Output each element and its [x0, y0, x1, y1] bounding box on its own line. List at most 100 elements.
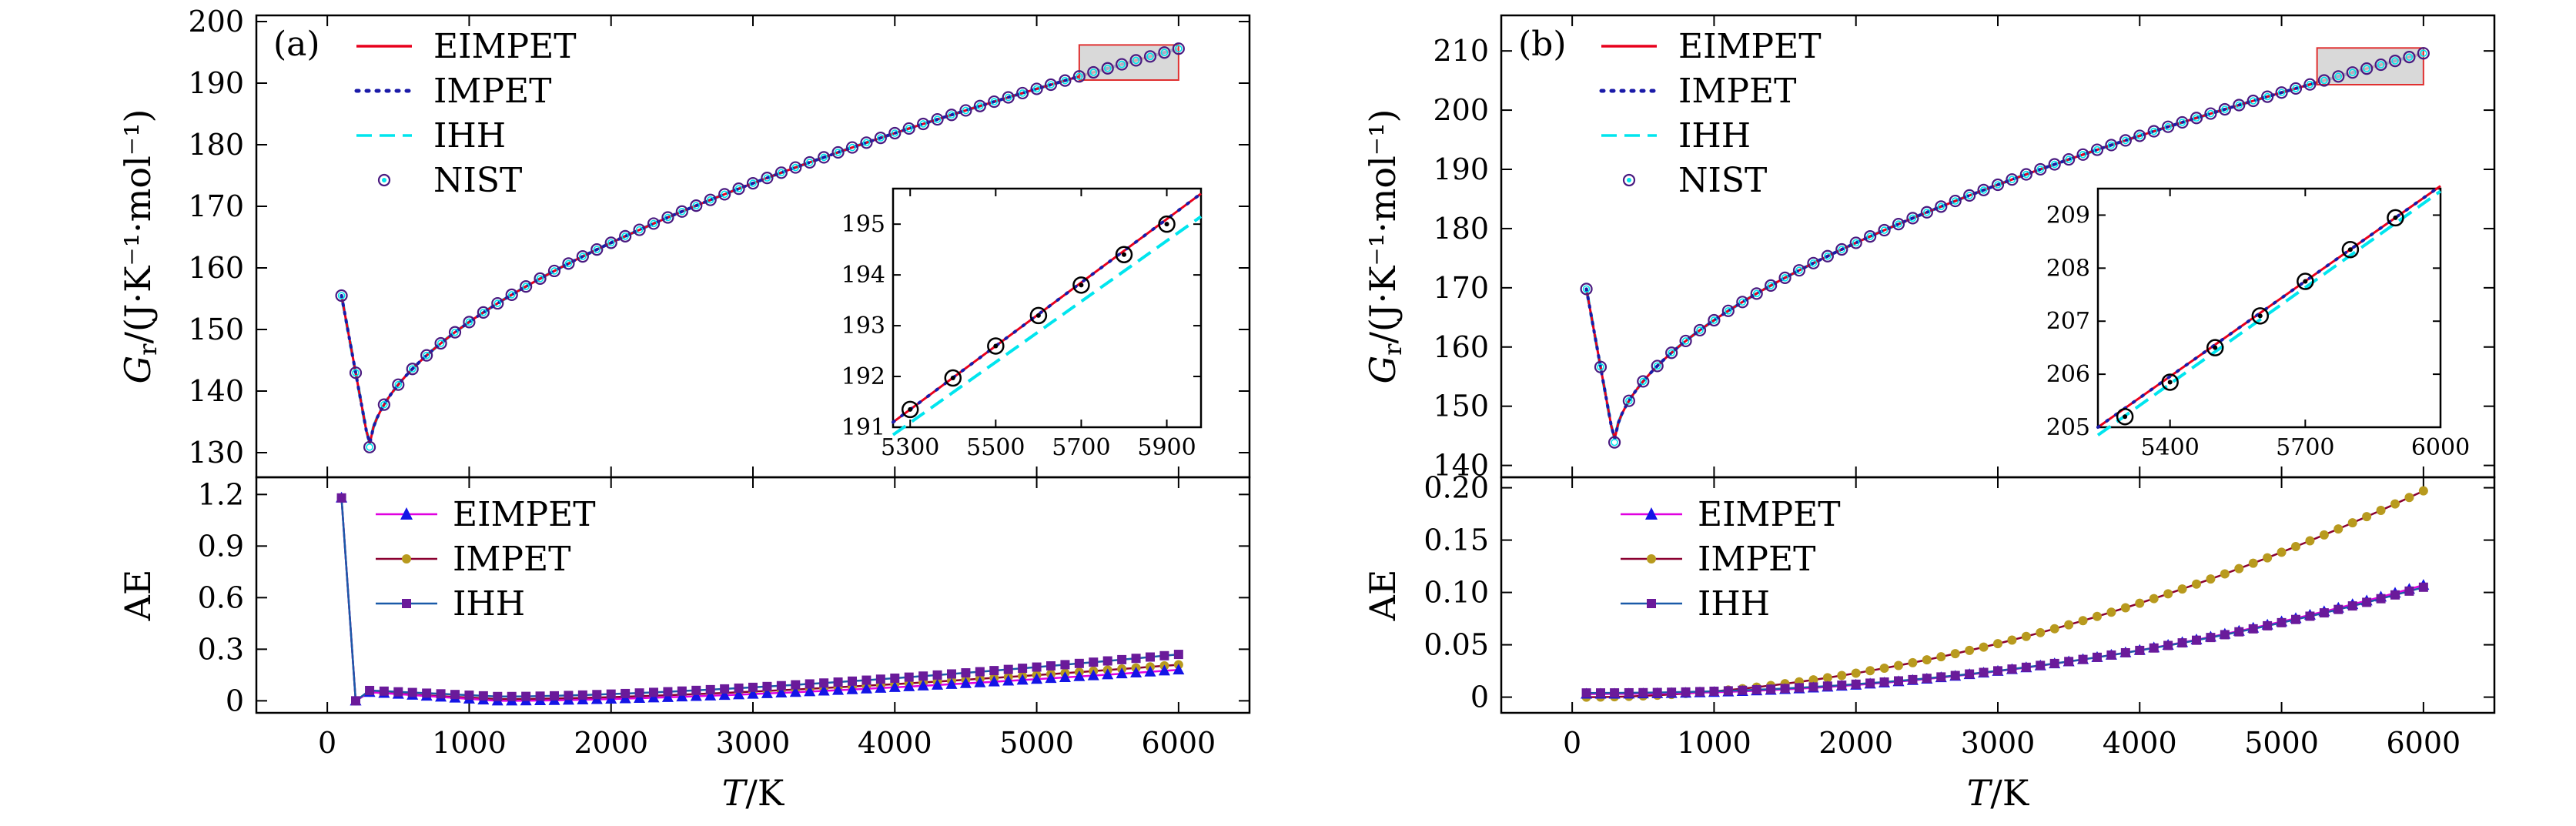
ae-point-impet [2263, 553, 2273, 563]
ae-point-ihh [1936, 672, 1946, 682]
nist-point [1594, 360, 1607, 373]
ae-point-ihh [1979, 667, 1989, 677]
nist-point [1963, 189, 1976, 202]
nist-point [2147, 125, 2160, 138]
legend-label-impet: IMPET [433, 72, 552, 111]
ae-point-impet [1894, 660, 1903, 670]
nist-point-inner [706, 196, 714, 204]
nist-point-inner [2008, 176, 2016, 184]
nist-point-inner [408, 365, 417, 373]
ae-point-eimpet [761, 687, 773, 698]
nist-point [2403, 51, 2416, 64]
ae-point-impet [2277, 547, 2287, 557]
nist-point [774, 166, 788, 179]
ae-point-impet [1837, 670, 1847, 681]
ae-point-impet [2362, 512, 2372, 522]
nist-point [633, 223, 646, 236]
ae-point-impet [1950, 649, 1960, 659]
nist-point [1750, 287, 1763, 300]
ae-point-impet [2049, 624, 2059, 634]
nist-point [789, 161, 802, 174]
nist-point-inner [2334, 72, 2343, 81]
ae-point-ihh [1837, 681, 1847, 691]
ae-point-ihh [1965, 669, 1975, 679]
ae-point-eimpet [988, 675, 1000, 687]
y-tick-label: 1.2 [198, 477, 244, 511]
ae-point-ihh [1032, 662, 1042, 672]
nist-point [2233, 99, 2246, 112]
nist-point [902, 122, 915, 135]
nist-point [2105, 139, 2118, 152]
nist-point-inner [1625, 396, 1633, 405]
nist-point [1765, 279, 1778, 292]
ae-point-eimpet [1045, 672, 1057, 684]
y-axis-label-top: Gr/(J·K⁻¹·mol⁻¹) [117, 109, 162, 384]
nist-point [576, 250, 589, 263]
nist-point [803, 156, 816, 169]
ae-point-ihh [592, 690, 602, 700]
ae-point-ihh [989, 666, 999, 676]
nist-point [377, 398, 390, 411]
nist-point-inner [1767, 282, 1775, 289]
x-tick-label: 4000 [2103, 726, 2177, 760]
ae-point-ihh [947, 669, 956, 679]
ae-point-impet [2064, 620, 2074, 630]
ae-point-ihh [621, 688, 631, 698]
x-tick-label: 0 [1563, 726, 1581, 760]
ae-point-ihh [748, 682, 758, 692]
ae-point-ihh [478, 691, 488, 701]
nist-point-inner [380, 400, 388, 409]
ae-legend-label-ihh: IHH [1698, 584, 1770, 624]
ae-point-ihh [1003, 664, 1013, 674]
y-tick-label: 150 [1433, 390, 1489, 423]
ae-point-ihh [2064, 657, 2074, 667]
nist-point [2162, 120, 2175, 133]
ae-point-ihh [890, 673, 900, 683]
ae-legend-label-eimpet: EIMPET [1698, 495, 1841, 534]
nist-point-inner [877, 134, 885, 142]
nist-point-inner [1004, 93, 1012, 102]
nist-point-inner [2164, 122, 2172, 131]
nist-point [945, 109, 958, 122]
series-impet-line [340, 47, 1180, 444]
nist-point [1977, 183, 1990, 196]
nist-point [1651, 359, 1664, 373]
ae-point-ihh [1808, 682, 1818, 692]
nist-point-inner [2149, 127, 2158, 135]
ae-point-impet [2106, 607, 2116, 617]
ae-point-ihh [1667, 687, 1677, 697]
nist-point-inner [2122, 136, 2129, 145]
ae-point-impet [2319, 530, 2329, 540]
ae-point-eimpet [690, 690, 702, 701]
nist-point [860, 136, 873, 149]
ae-point-eimpet [789, 686, 801, 697]
nist-point [2275, 86, 2288, 99]
inset-nist-point-dot [993, 343, 999, 349]
x-tick-label: 3000 [1961, 726, 2036, 760]
nist-point [434, 336, 447, 350]
ae-point-eimpet [846, 683, 858, 694]
nist-point-inner [990, 98, 999, 105]
y-tick-label: 0.3 [198, 632, 244, 666]
ae-point-impet [2333, 524, 2343, 534]
nist-point [1991, 178, 2005, 192]
nist-point-inner [1668, 349, 1675, 357]
nist-point-inner [1146, 52, 1154, 61]
ae-point-ihh [2007, 664, 2017, 674]
x-tick-label: 5900 [1137, 434, 1196, 461]
ae-point-impet [2418, 486, 2428, 496]
ae-point-ihh [1146, 652, 1155, 662]
nist-point-inner [820, 153, 828, 162]
x-tick-label: 5000 [999, 726, 1074, 760]
nist-point [1807, 256, 1820, 269]
nist-point-inner [1725, 306, 1732, 315]
ae-point-ihh [918, 671, 928, 681]
x-tick-label: 0 [318, 726, 336, 760]
nist-point-inner [2320, 76, 2328, 85]
nist-point-inner [1852, 239, 1860, 247]
y-tick-label: 193 [841, 313, 885, 339]
nist-point [349, 366, 363, 380]
y-tick-label: 0 [226, 684, 244, 717]
ae-point-ihh [1738, 685, 1748, 695]
ae-point-ihh [975, 667, 985, 677]
